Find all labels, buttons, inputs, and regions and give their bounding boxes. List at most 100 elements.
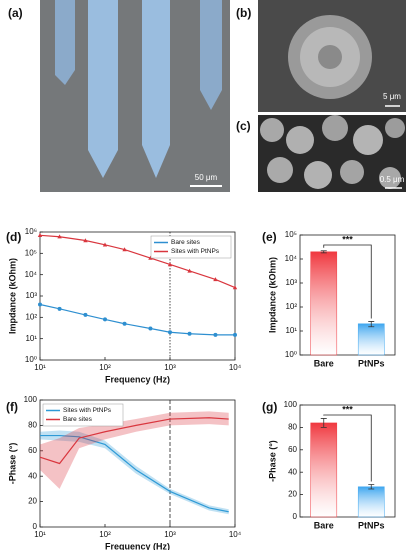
x-tick-label: 10¹ xyxy=(34,530,46,539)
point xyxy=(122,321,127,326)
y-tick-label: 40 xyxy=(28,471,37,480)
x-axis-label: Frequency (Hz) xyxy=(105,541,170,550)
y-axis-label: Impdance (kOhm) xyxy=(7,258,17,334)
x-tick-label: 10² xyxy=(99,530,111,539)
legend-label: Bare sites xyxy=(63,416,93,423)
legend-box xyxy=(42,403,124,427)
point xyxy=(38,302,42,307)
point xyxy=(187,268,192,273)
error-bar xyxy=(320,418,327,428)
point xyxy=(213,277,218,282)
y-tick-label: 10³ xyxy=(25,291,37,300)
y-tick-label: 0 xyxy=(33,522,38,531)
panel-label: (f) xyxy=(6,400,18,414)
x-tick-label: PtNPs xyxy=(358,358,385,368)
y-tick-label: 60 xyxy=(288,445,297,454)
micrograph-a xyxy=(40,0,230,192)
y-tick-label: 40 xyxy=(288,467,297,476)
panel-label: (b) xyxy=(236,6,251,20)
bar xyxy=(357,323,385,356)
point xyxy=(83,312,88,317)
x-tick-label: Bare xyxy=(314,520,334,530)
legend-label: Bare sites xyxy=(171,239,201,246)
significance-bracket xyxy=(323,244,372,319)
x-tick-label: PtNPs xyxy=(358,520,385,530)
y-axis-label: Impdance (kOhm) xyxy=(267,257,277,333)
y-tick-label: 100 xyxy=(284,400,298,409)
panel-label: (g) xyxy=(262,400,277,414)
y-tick-label: 20 xyxy=(28,497,37,506)
legend-box xyxy=(150,235,232,259)
point xyxy=(167,262,173,267)
point xyxy=(57,234,62,239)
point xyxy=(103,317,107,322)
y-tick-label: 10¹ xyxy=(25,334,37,343)
error-bar xyxy=(320,250,327,254)
plot-frame xyxy=(39,399,236,528)
error-band xyxy=(40,411,229,489)
point xyxy=(187,331,192,336)
point xyxy=(233,332,237,337)
point xyxy=(168,330,172,335)
x-tick-label: 10⁴ xyxy=(229,363,242,372)
error-bar xyxy=(368,321,375,328)
significance-bracket xyxy=(323,414,372,482)
x-tick-label: Bare xyxy=(314,358,334,368)
point xyxy=(148,326,153,331)
y-tick-label: 100 xyxy=(24,395,38,404)
y-tick-label: 0 xyxy=(293,512,298,521)
y-tick-label: 10⁰ xyxy=(25,355,37,364)
legend-label: Sites with PtNPs xyxy=(63,407,112,414)
x-tick-label: 10² xyxy=(99,363,111,372)
micrograph-b xyxy=(258,0,406,112)
y-tick-label: 10⁴ xyxy=(285,254,298,263)
panel-label: (d) xyxy=(6,230,21,244)
point xyxy=(232,285,238,290)
significance-label: *** xyxy=(342,234,353,244)
y-tick-label: 80 xyxy=(288,423,297,432)
panel-label: (a) xyxy=(8,6,23,20)
bar xyxy=(357,486,385,518)
y-axis-label: -Phase (°) xyxy=(267,440,277,482)
series-line xyxy=(39,234,236,289)
scale-bar-label: 5 μm xyxy=(383,92,401,101)
point xyxy=(122,247,127,252)
y-tick-label: 10² xyxy=(25,312,37,321)
y-tick-label: 10¹ xyxy=(285,326,297,335)
plot-frame xyxy=(299,404,396,518)
micrograph-c xyxy=(258,115,406,192)
panel-label: (e) xyxy=(262,230,277,244)
point xyxy=(83,238,88,243)
x-axis-label: Frequency (Hz) xyxy=(105,374,170,384)
x-tick-label: 10¹ xyxy=(34,363,46,372)
point xyxy=(102,242,108,247)
legend-label: Sites with PtNPs xyxy=(171,248,220,255)
y-tick-label: 10⁵ xyxy=(25,248,37,257)
x-tick-label: 10⁴ xyxy=(229,530,242,539)
point xyxy=(213,332,218,337)
scale-bar-label: 0.5 μm xyxy=(380,175,405,184)
significance-label: *** xyxy=(342,404,353,414)
point xyxy=(148,255,153,260)
error-bar xyxy=(368,484,375,490)
y-axis-label: -Phase (°) xyxy=(7,443,17,485)
point xyxy=(37,233,43,238)
series-line xyxy=(39,303,235,336)
y-tick-label: 60 xyxy=(28,446,37,455)
y-tick-label: 80 xyxy=(28,421,37,430)
y-tick-label: 10⁶ xyxy=(25,227,37,236)
plot-frame xyxy=(299,234,396,356)
bar xyxy=(310,251,338,356)
bar xyxy=(310,422,338,518)
x-tick-label: 10³ xyxy=(164,530,176,539)
error-band xyxy=(40,430,229,515)
series-line xyxy=(39,417,229,465)
y-tick-label: 10⁵ xyxy=(285,230,297,239)
series-line xyxy=(40,434,229,513)
x-tick-label: 10³ xyxy=(164,363,176,372)
scale-bar-label: 50 μm xyxy=(195,173,218,182)
y-tick-label: 10² xyxy=(285,302,297,311)
point xyxy=(57,306,62,311)
y-tick-label: 10⁴ xyxy=(25,270,38,279)
